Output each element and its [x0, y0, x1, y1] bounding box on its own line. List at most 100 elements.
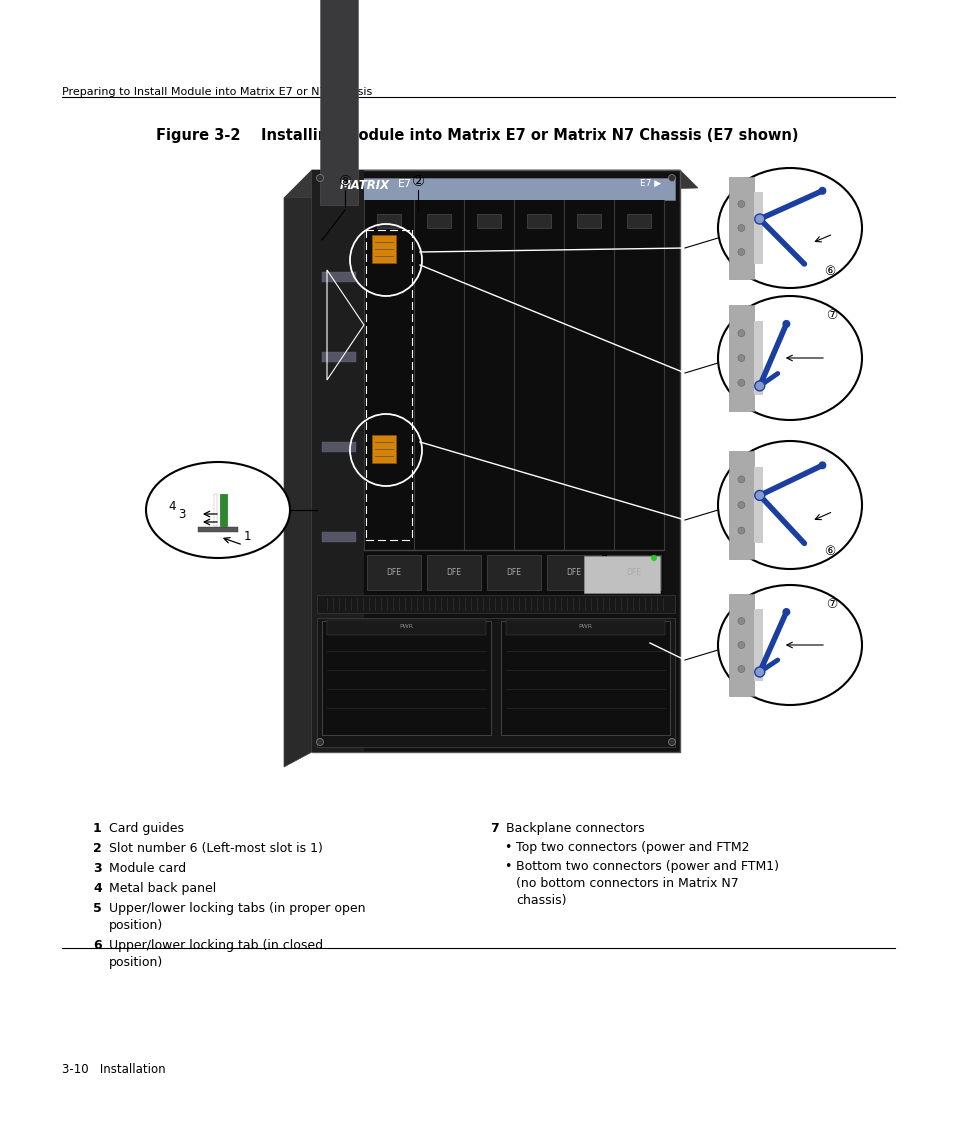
Text: Upper/lower locking tab (in closed: Upper/lower locking tab (in closed	[109, 939, 323, 952]
Text: ⑥: ⑥	[823, 265, 834, 277]
Bar	[322, 532, 355, 542]
Ellipse shape	[718, 585, 862, 705]
Circle shape	[737, 618, 744, 624]
Circle shape	[737, 380, 744, 386]
Text: Top two connectors (power and FTM2: Top two connectors (power and FTM2	[516, 841, 749, 853]
Bar	[753, 321, 761, 395]
Circle shape	[650, 555, 657, 562]
Text: •: •	[503, 841, 511, 853]
Text: 6: 6	[92, 939, 102, 952]
Text: DFE: DFE	[386, 568, 401, 577]
Text: •: •	[503, 860, 511, 873]
Bar	[322, 442, 355, 451]
Text: 1: 1	[244, 530, 252, 544]
Bar	[486, 555, 540, 590]
Circle shape	[737, 225, 744, 231]
Bar	[505, 620, 664, 634]
Circle shape	[737, 476, 744, 483]
Text: DFE: DFE	[506, 568, 521, 577]
Bar	[476, 214, 500, 228]
Bar	[526, 214, 551, 228]
Text: DFE: DFE	[446, 568, 461, 577]
Text: Bottom two connectors (power and FTM1): Bottom two connectors (power and FTM1)	[516, 860, 779, 873]
Text: Backplane connectors: Backplane connectors	[505, 822, 644, 836]
Text: PWR: PWR	[399, 624, 413, 630]
Text: Preparing to Install Module into Matrix E7 or N7 Chassis: Preparing to Install Module into Matrix …	[62, 86, 372, 97]
Bar	[364, 550, 663, 595]
Text: (no bottom connectors in Matrix N7: (no bottom connectors in Matrix N7	[516, 877, 738, 891]
Text: Card guides: Card guides	[109, 822, 184, 836]
Bar	[312, 170, 679, 752]
Bar	[312, 170, 364, 752]
Text: 3-10   Installation: 3-10 Installation	[62, 1063, 166, 1076]
Text: Upper/lower locking tabs (in proper open: Upper/lower locking tabs (in proper open	[109, 902, 365, 915]
Text: PWR: PWR	[578, 624, 592, 630]
Circle shape	[781, 320, 790, 328]
Text: 3: 3	[178, 508, 185, 521]
Circle shape	[737, 666, 744, 673]
Bar	[316, 179, 675, 200]
Bar	[546, 555, 600, 590]
Text: ⑦: ⑦	[825, 597, 837, 611]
Bar	[376, 214, 400, 228]
Bar	[577, 214, 600, 228]
Bar	[372, 435, 395, 463]
Bar	[427, 555, 480, 590]
Text: 2: 2	[92, 842, 102, 855]
Circle shape	[737, 355, 744, 362]
Text: position): position)	[109, 956, 163, 969]
Bar	[322, 621, 491, 734]
Bar	[316, 595, 675, 613]
Text: 5: 5	[92, 902, 102, 915]
Bar	[728, 177, 753, 279]
Bar	[728, 305, 753, 411]
Bar	[327, 620, 485, 634]
Circle shape	[754, 491, 764, 501]
Text: 4: 4	[92, 882, 102, 895]
Text: DFE: DFE	[626, 568, 640, 577]
Text: ②: ②	[411, 174, 424, 190]
Text: E7: E7	[397, 179, 412, 189]
Bar	[316, 618, 675, 747]
Text: Module card: Module card	[109, 862, 186, 875]
Circle shape	[781, 608, 790, 617]
Text: 1: 1	[92, 822, 102, 836]
Circle shape	[818, 462, 825, 469]
Circle shape	[737, 248, 744, 256]
Bar	[606, 555, 660, 590]
Bar	[322, 272, 355, 282]
Text: 4: 4	[168, 500, 175, 513]
Bar	[372, 235, 395, 263]
Circle shape	[316, 739, 323, 746]
Bar	[753, 609, 761, 681]
Circle shape	[737, 330, 744, 337]
Bar	[319, 0, 357, 206]
Bar	[367, 555, 420, 590]
Bar	[427, 214, 451, 228]
Bar	[753, 192, 761, 264]
Bar	[500, 621, 669, 734]
Text: Metal back panel: Metal back panel	[109, 882, 216, 895]
Polygon shape	[284, 170, 312, 767]
Bar	[728, 594, 753, 696]
Bar	[213, 494, 216, 526]
Circle shape	[754, 381, 764, 391]
Polygon shape	[284, 170, 698, 198]
Bar	[583, 556, 659, 593]
Text: ⑧: ⑧	[338, 174, 352, 190]
Circle shape	[737, 641, 744, 648]
Circle shape	[316, 174, 323, 182]
Text: ⑦: ⑦	[825, 309, 837, 322]
Ellipse shape	[718, 168, 862, 287]
Bar	[626, 214, 650, 228]
Ellipse shape	[718, 441, 862, 569]
Text: ⑥: ⑥	[823, 545, 834, 558]
Text: 7: 7	[490, 822, 498, 836]
Circle shape	[754, 214, 764, 223]
Circle shape	[668, 739, 675, 746]
Text: chassis): chassis)	[516, 894, 566, 907]
Text: 3: 3	[92, 862, 102, 875]
Text: MATRIX: MATRIX	[339, 179, 390, 192]
Bar	[753, 466, 761, 544]
Circle shape	[668, 174, 675, 182]
